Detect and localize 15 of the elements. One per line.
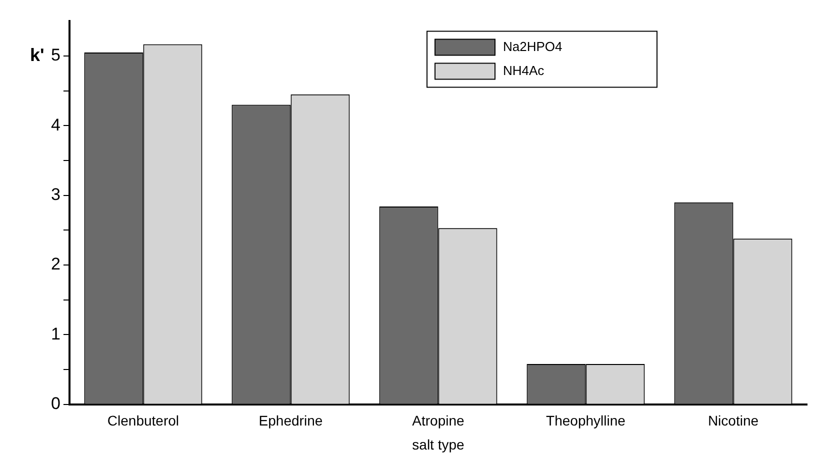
x-tick-label: Ephedrine [258, 412, 323, 429]
x-axis-title: salt type [412, 436, 465, 452]
legend-label: NH4Ac [503, 62, 545, 78]
x-tick-label: Nicotine [708, 412, 759, 429]
y-tick-label: 2 [50, 254, 60, 274]
x-tick-label: Clenbuterol [107, 412, 180, 429]
y-axis-title: k' [30, 45, 44, 66]
y-tick-label: 0 [50, 394, 60, 414]
legend-label: Na2HPO4 [503, 38, 562, 54]
y-tick-label: 5 [50, 46, 60, 65]
y-tick-label: 3 [50, 185, 60, 204]
y-tick-label: 1 [50, 324, 60, 344]
x-tick-label: Theophylline [546, 412, 626, 429]
x-tick-label: Atropine [412, 412, 465, 429]
y-tick-label: 4 [50, 115, 60, 134]
